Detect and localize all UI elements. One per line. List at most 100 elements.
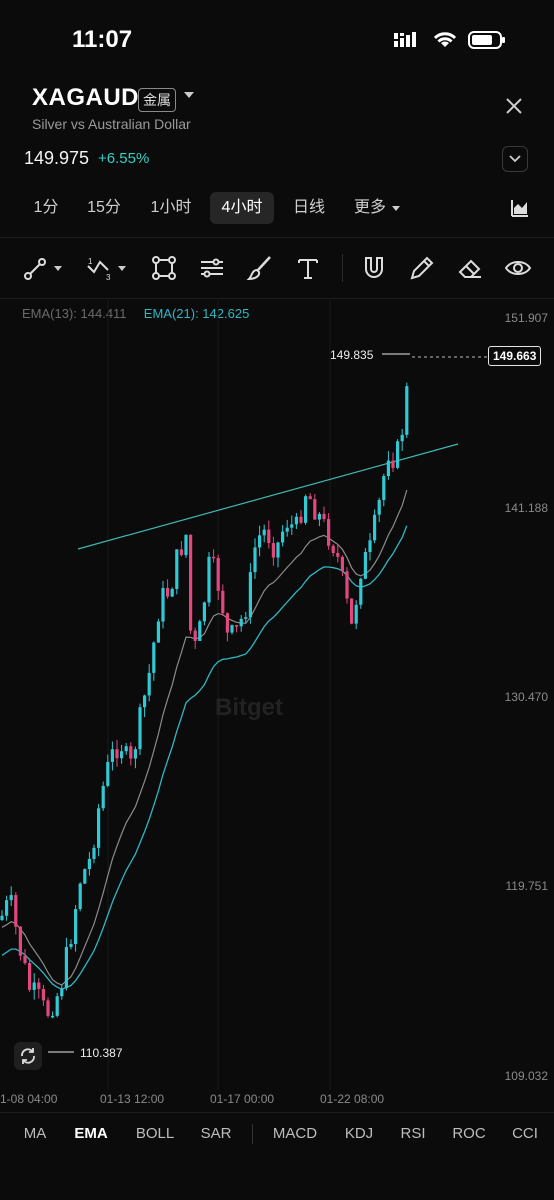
tab-timeframe-15m[interactable]: 15分 [87,199,121,216]
tab-indicator-sar[interactable]: SAR [200,1125,232,1142]
date-axis-label: 01-22 08:00 [320,1092,385,1106]
candle [147,672,151,696]
candle [239,618,243,627]
symbol-title[interactable]: XAGAUD [32,84,140,111]
candle [202,602,206,622]
candle [189,534,193,631]
more-dropdown-icon[interactable] [392,206,400,211]
candle [37,982,41,989]
candle [83,869,87,884]
chart-grid [107,300,331,1090]
line-tool-dropdown-icon[interactable] [54,266,62,271]
candle [354,604,358,624]
candle [345,571,349,599]
candle [248,572,252,618]
candle [170,588,174,597]
candle [294,516,298,525]
candle [124,746,128,752]
wave-tool-dropdown-icon[interactable] [118,266,126,271]
magnet-icon[interactable] [360,254,388,282]
candle [386,460,390,477]
tab-indicator-rsi[interactable]: RSI [400,1125,426,1142]
candle [331,545,335,553]
tab-indicator-roc[interactable]: ROC [452,1125,486,1142]
reset-chart-button[interactable] [14,1042,42,1070]
candle [120,751,124,759]
ema-legend: EMA(13): 144.411 EMA(21): 142.625 [22,306,249,321]
wave-tool-label-3: 3 [106,273,111,282]
chart-type-icon[interactable] [510,198,530,218]
candle [64,947,68,989]
date-axis-label: 1-08 04:00 [0,1092,58,1106]
candle [133,749,137,759]
toolbar-divider [342,254,343,282]
tab-timeframe-1m[interactable]: 1分 [33,199,59,216]
eye-icon[interactable] [504,254,532,282]
candle [18,926,22,956]
shape-tool-icon[interactable] [150,254,178,282]
indicator-tabs: MA EMA BOLL SAR MACD KDJ RSI ROC CCI [0,1116,554,1152]
tab-indicator-kdj[interactable]: KDJ [344,1125,374,1142]
candle [382,476,386,500]
candle [46,1000,50,1016]
tab-indicator-macd[interactable]: MACD [272,1125,318,1142]
price-chart[interactable]: Bitget 149.835 110.387 [0,300,554,1090]
candle [175,549,179,589]
candle [87,858,91,870]
tab-indicator-ma[interactable]: MA [23,1125,47,1142]
candle [110,749,114,762]
candle [350,598,354,624]
candle [143,695,147,708]
high-label: 149.835 [330,348,374,362]
tab-timeframe-1h[interactable]: 1小时 [150,199,192,216]
candle [253,547,257,573]
date-axis-label: 01-13 12:00 [100,1092,165,1106]
candle [74,909,78,944]
candle [271,543,275,558]
candle [51,1015,55,1018]
candle [373,514,377,541]
tab-timeframe-more[interactable]: 更多 [353,199,386,216]
candle [221,590,225,614]
candle [216,558,220,591]
status-time: 11:07 [72,26,133,53]
close-icon[interactable] [504,96,524,116]
candle [368,540,372,553]
candle [97,808,101,848]
fib-tool-icon[interactable] [198,254,226,282]
brush-tool-icon[interactable] [246,254,274,282]
chevron-down-icon [509,155,521,163]
eraser-icon[interactable] [456,254,484,282]
status-icons [394,30,506,50]
price-axis-label: 119.751 [505,879,549,893]
candle [69,943,73,948]
candle [101,785,105,809]
symbol-dropdown-icon[interactable] [184,92,194,98]
candle [230,625,234,633]
tab-timeframe-1d[interactable]: 日线 [292,199,325,216]
candle [166,588,170,597]
price-axis-label: 130.470 [504,690,548,704]
candle [207,556,211,603]
ema13-value: EMA(13): 144.411 [22,306,127,321]
divider [0,298,554,299]
tab-indicator-ema[interactable]: EMA [74,1125,108,1142]
cellular-signal-icon [394,32,416,47]
candle [115,749,119,759]
line-tool-icon[interactable] [22,254,50,282]
candle [400,434,404,442]
date-axis-label: 01-17 00:00 [210,1092,275,1106]
candle [28,963,32,990]
text-tool-icon[interactable] [294,254,322,282]
expand-details-button[interactable] [502,146,528,172]
tab-indicator-boll[interactable]: BOLL [135,1125,175,1142]
trendline[interactable] [77,443,459,550]
wifi-icon [433,32,457,47]
tab-indicator-cci[interactable]: CCI [512,1125,538,1142]
tabs-divider [252,1124,253,1144]
candle [308,496,312,500]
pencil-icon[interactable] [408,254,436,282]
wave-tool-icon[interactable]: 1 3 [86,254,114,282]
price-axis-label: 141.188 [504,501,548,515]
tab-timeframe-4h[interactable]: 4小时 [210,192,274,224]
